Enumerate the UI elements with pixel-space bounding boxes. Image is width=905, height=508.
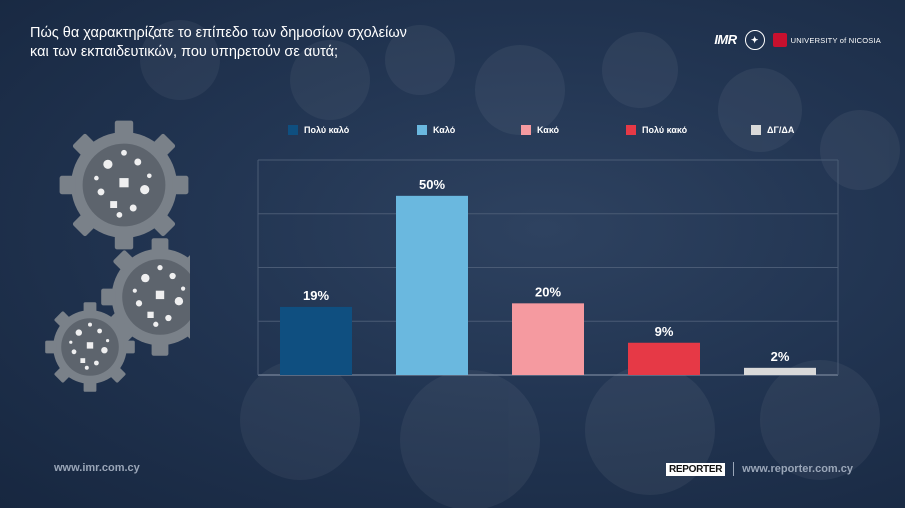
legend-item-bad: Κακό (521, 125, 559, 135)
legend-item-very-good: Πολύ καλό (288, 125, 349, 135)
title-line-2: και των εκπαιδευτικών, που υπηρετούν σε … (30, 44, 339, 60)
bar-2 (512, 303, 584, 375)
data-label-2: 20% (535, 284, 561, 299)
reporter-url[interactable]: www.reporter.com.cy (742, 463, 853, 475)
legend-swatch (417, 125, 427, 135)
legend-swatch (751, 125, 761, 135)
logos: IMR ✦ UNIVERSITY of NICOSIA (714, 30, 881, 50)
legend-item-very-bad: Πολύ κακό (626, 125, 687, 135)
bar-3 (628, 342, 700, 375)
bar-1 (396, 195, 468, 375)
data-label-1: 50% (419, 177, 445, 192)
reporter-logo: REPORTER (665, 462, 726, 476)
legend-swatch (626, 125, 636, 135)
anniversary-badge-icon: ✦ (744, 30, 765, 50)
chart-title: Πώς θα χαρακτηρίζατε το επίπεδο των δημο… (30, 24, 407, 62)
bar-4 (744, 367, 816, 375)
bar-0 (280, 306, 352, 375)
reporter-footer: REPORTER www.reporter.com.cy (665, 462, 853, 476)
legend-swatch (521, 125, 531, 135)
data-label-4: 2% (771, 349, 790, 364)
footer-divider (733, 462, 735, 476)
title-line-1: Πώς θα χαρακτηρίζατε το επίπεδο των δημο… (30, 25, 407, 41)
data-label-0: 19% (303, 288, 329, 303)
imr-url[interactable]: www.imr.com.cy (54, 462, 140, 474)
imr-logo: IMR (714, 32, 737, 47)
legend: Πολύ καλό Καλό Κακό Πολύ κακό ΔΓ/ΔΑ (288, 125, 848, 139)
data-label-3: 9% (655, 324, 674, 339)
legend-swatch (288, 125, 298, 135)
legend-item-dk: ΔΓ/ΔΑ (751, 125, 794, 135)
university-logo: UNIVERSITY of NICOSIA (772, 33, 881, 47)
university-mark-icon (772, 33, 787, 47)
legend-item-good: Καλό (417, 125, 455, 135)
